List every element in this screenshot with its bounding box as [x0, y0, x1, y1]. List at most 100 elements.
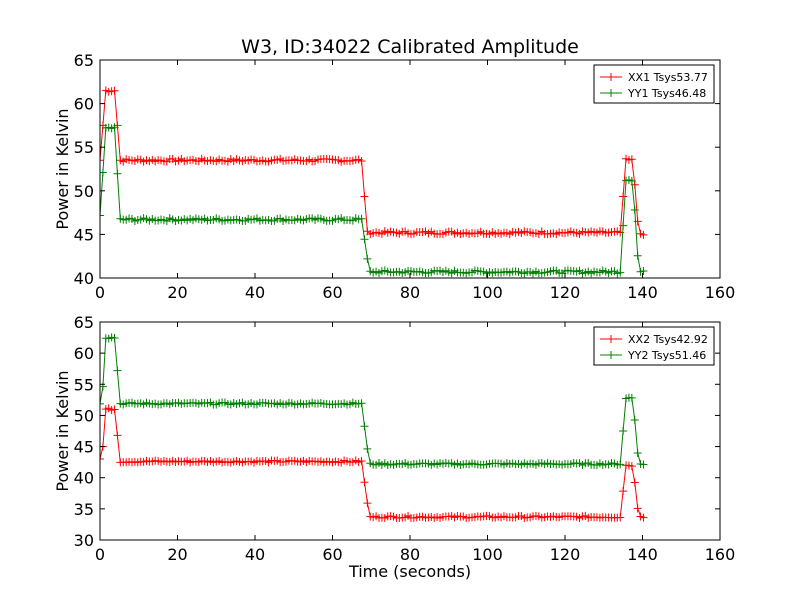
data-point: [616, 460, 625, 469]
data-point: [110, 405, 119, 414]
data-point: [630, 415, 639, 424]
data-point: [110, 86, 119, 95]
data-point: [113, 431, 122, 440]
legend-marker: [607, 73, 615, 81]
x-tick-label: 160: [705, 545, 736, 564]
data-point: [357, 399, 366, 408]
data-point: [360, 235, 369, 244]
x-tick-label: 100: [472, 283, 503, 302]
x-tick-label: 20: [167, 545, 187, 564]
series-yy2: [100, 333, 648, 470]
series-xx2: [100, 404, 648, 523]
legend-label: YY1 Tsys46.48: [627, 87, 706, 100]
y-tick-label: 35: [74, 500, 94, 519]
data-point: [616, 513, 625, 522]
x-tick-label: 120: [550, 283, 581, 302]
data-point: [357, 214, 366, 223]
y-tick-label: 50: [74, 182, 94, 201]
data-point: [113, 169, 122, 178]
data-point: [633, 449, 642, 458]
y-tick-label: 65: [74, 313, 94, 332]
data-point: [363, 444, 372, 453]
legend-marker: [607, 89, 615, 97]
data-point: [616, 268, 625, 277]
data-point: [110, 333, 119, 342]
legend: XX2 Tsys42.92 YY2 Tsys51.46: [593, 326, 715, 366]
y-axis-label: Power in Kelvin: [53, 108, 72, 229]
y-axis-label: Power in Kelvin: [53, 370, 72, 491]
y-tick-label: 50: [74, 406, 94, 425]
x-tick-label: 80: [400, 545, 420, 564]
data-point: [627, 393, 636, 402]
data-point: [360, 478, 369, 487]
x-tick-label: 0: [95, 283, 105, 302]
data-point: [627, 155, 636, 164]
data-point: [360, 192, 369, 201]
legend: XX1 Tsys53.77 YY1 Tsys46.48: [593, 64, 715, 104]
subplot-1: 0 20 40 60 80 100 120 140 160 40 45 50 55 60 65 Power i…: [53, 51, 735, 302]
y-tick-label: 60: [74, 95, 94, 114]
legend-label: YY2 Tsys51.46: [627, 349, 706, 362]
y-tick-label: 45: [74, 225, 94, 244]
x-tick-label: 140: [627, 283, 658, 302]
x-tick-label: 120: [550, 545, 581, 564]
legend-label: XX2 Tsys42.92: [628, 333, 708, 346]
data-point: [630, 478, 639, 487]
data-point: [619, 192, 628, 201]
legend-label: XX1 Tsys53.77: [628, 71, 708, 84]
y-tick-label: 60: [74, 344, 94, 363]
y-tick-label: 55: [74, 375, 94, 394]
x-tick-label: 60: [322, 545, 342, 564]
data-point: [113, 366, 122, 375]
data-point: [357, 156, 366, 165]
data-point: [100, 211, 104, 220]
subplot-2: 0 20 40 60 80 100 120 140 160 30 35 40 45 50 55 60 65 Pow…: [53, 313, 735, 564]
x-tick-label: 0: [95, 545, 105, 564]
data-point: [100, 399, 104, 408]
x-tick-label: 100: [472, 545, 503, 564]
y-tick-label: 65: [74, 51, 94, 70]
data-point: [619, 427, 628, 435]
x-axis-label: Time (seconds): [348, 562, 471, 581]
data-point: [630, 205, 639, 214]
data-point: [357, 457, 366, 466]
data-point: [639, 267, 648, 276]
data-point: [100, 156, 104, 165]
x-tick-label: 60: [322, 283, 342, 302]
y-tick-label: 30: [74, 531, 94, 550]
data-point: [619, 221, 628, 230]
x-tick-label: 40: [245, 283, 265, 302]
data-point: [627, 176, 636, 185]
legend-marker: [607, 335, 615, 343]
legend-box: [593, 64, 715, 104]
x-tick-label: 40: [245, 545, 265, 564]
data-point: [639, 230, 648, 239]
data-point: [633, 504, 642, 513]
data-point: [110, 123, 119, 132]
series-xx1: [100, 86, 648, 239]
chart-title: W3, ID:34022 Calibrated Amplitude: [241, 36, 579, 58]
y-tick-label: 40: [74, 469, 94, 488]
x-tick-label: 80: [400, 283, 420, 302]
data-point: [100, 454, 104, 463]
x-tick-label: 140: [627, 545, 658, 564]
data-point: [363, 499, 372, 508]
data-point: [633, 217, 642, 226]
x-tick-label: 160: [705, 283, 736, 302]
y-tick-label: 55: [74, 138, 94, 157]
x-tick-label: 20: [167, 283, 187, 302]
legend-box: [593, 326, 715, 366]
data-point: [363, 254, 372, 263]
subplots: 0 20 40 60 80 100 120 140 160 40 45 50 55 60 65 Power i…: [53, 51, 735, 564]
data-point: [639, 460, 648, 469]
y-tick-label: 40: [74, 269, 94, 288]
data-point: [639, 513, 648, 522]
data-point: [619, 487, 628, 496]
data-point: [633, 251, 642, 260]
series-yy1: [100, 123, 648, 278]
legend-marker: [607, 351, 615, 359]
y-tick-label: 45: [74, 438, 94, 457]
data-point: [360, 422, 369, 431]
data-point: [627, 462, 636, 471]
